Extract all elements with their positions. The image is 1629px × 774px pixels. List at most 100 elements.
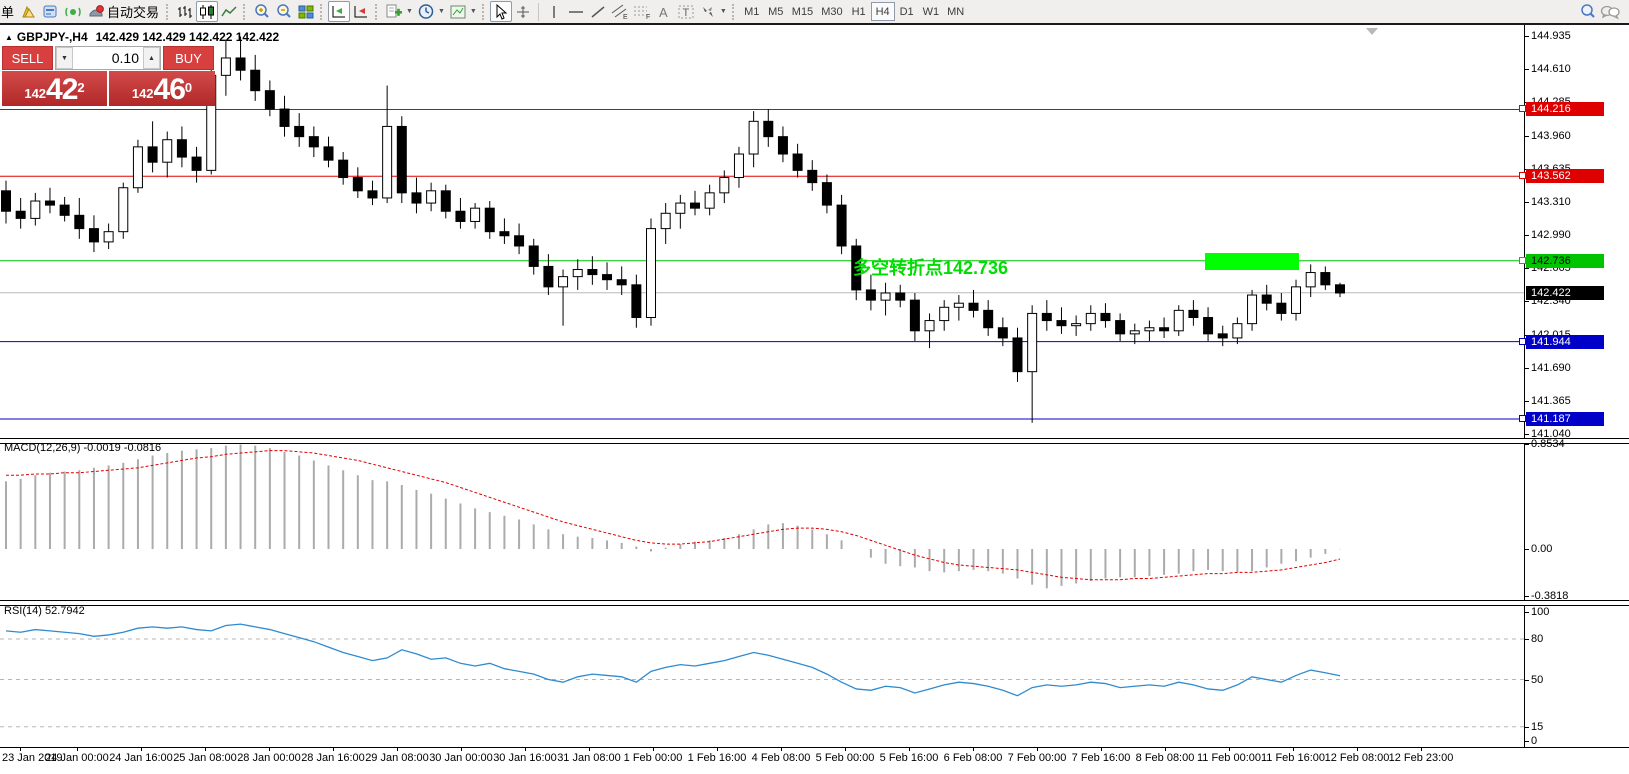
time-tick [333,747,334,751]
tile-windows-icon[interactable] [295,1,317,22]
badge-anchor [1519,256,1526,264]
templates-dropdown-arrow[interactable]: ▼ [469,8,477,15]
chat-icon[interactable] [1599,1,1621,22]
new-order-button[interactable]: 单 [1,5,15,20]
timeframe-button-h1[interactable]: H1 [851,5,866,18]
trendline-icon[interactable] [587,1,609,22]
time-label: 5 Feb 16:00 [879,752,939,764]
time-label: 12 Feb 08:00 [1324,752,1390,764]
fibonacci-icon[interactable]: F [631,1,653,22]
periods-icon[interactable] [415,1,437,22]
market-watch-icon[interactable] [18,1,40,22]
timeframe-button-mn[interactable]: MN [947,5,965,18]
buy-price-display[interactable]: 142 46 0 [109,71,215,106]
templates-icon[interactable] [447,1,469,22]
line-chart-icon[interactable] [218,1,240,22]
time-label: 31 Jan 08:00 [557,752,621,764]
signals-icon[interactable] [62,1,84,22]
time-tick [589,747,590,751]
time-label: 24 Jan 16:00 [109,752,173,764]
search-icon[interactable] [1577,1,1599,22]
time-tick [269,747,270,751]
rsi-scale-50: 50 [1531,673,1544,686]
crosshair-icon[interactable] [512,1,534,22]
zoom-in-icon[interactable] [251,1,273,22]
macd-panel-divider[interactable] [0,438,1629,444]
macd-scale-0.00: 0.00 [1531,543,1553,555]
scroll-position-marker [1366,28,1378,35]
time-label: 5 Feb 00:00 [815,752,875,764]
time-tick [717,747,718,751]
time-tick [205,747,206,751]
price-tick-144.935: 144.935 [1531,30,1571,42]
turning-point-annotation[interactable]: 多空转折点142.736 [853,258,1009,278]
volume-down-button[interactable]: ▼ [56,47,73,69]
price-badge-142.736: 142.736 [1526,253,1604,268]
vertical-line-icon[interactable] [543,1,565,22]
bar-chart-icon[interactable] [174,1,196,22]
indicators-dropdown-arrow[interactable]: ▼ [406,8,413,15]
green-highlight-box[interactable] [1205,252,1299,270]
sell-price-figure: 142 [24,86,47,101]
badge-anchor [1519,172,1526,180]
rsi-panel-divider[interactable] [0,600,1629,606]
time-label: 28 Jan 16:00 [301,752,365,764]
chart-shift-icon[interactable] [350,1,372,22]
zoom-out-icon[interactable] [273,1,295,22]
text-label-icon[interactable]: T [675,1,697,22]
badge-anchor [1519,337,1526,345]
price-badge-141.187: 141.187 [1526,411,1604,426]
cursor-icon[interactable] [489,1,512,22]
time-label: 4 Feb 08:00 [751,752,811,764]
chart-window: ▲ GBPJPY-,H4 142.429 142.429 142.422 142… [0,25,1629,774]
candlestick-chart-icon[interactable] [196,1,219,22]
horizontal-line-icon[interactable] [565,1,587,22]
auto-scroll-icon[interactable] [328,1,351,22]
data-window-icon[interactable] [40,1,62,22]
indicators-icon[interactable] [383,1,405,22]
timeframe-button-m5[interactable]: M5 [768,5,784,18]
time-label: 7 Feb 00:00 [1007,752,1067,764]
sell-price-display[interactable]: 142 42 2 [2,71,107,106]
svg-text:A: A [659,5,668,20]
price-badge-142.422: 142.422 [1526,285,1604,300]
timeframe-button-m15[interactable]: M15 [791,5,814,18]
time-tick [20,747,21,751]
buy-button[interactable]: BUY [163,46,214,70]
chart-canvas[interactable] [0,25,1524,747]
volume-up-button[interactable]: ▲ [143,47,160,69]
price-axis-border [1524,25,1525,747]
price-tick-142.990: 142.990 [1531,229,1571,241]
time-tick [1421,747,1422,751]
quick-trade-collapse-icon[interactable]: ▲ [5,32,13,42]
time-label: 11 Feb 00:00 [1196,752,1262,764]
time-tick [1293,747,1294,751]
price-badge-141.944: 141.944 [1526,334,1604,349]
arrows-dropdown-arrow[interactable]: ▼ [719,8,727,15]
time-label: 30 Jan 16:00 [493,752,557,764]
time-tick [973,747,974,751]
arrows-icon[interactable] [697,1,719,22]
timeframe-button-m30[interactable]: M30 [821,5,843,18]
price-badge-144.216: 144.216 [1526,102,1604,117]
time-label: 6 Feb 08:00 [943,752,1003,764]
rsi-label: RSI(14) 52.7942 [4,605,85,617]
time-label: 23 Jan 2019 [2,752,63,764]
time-label: 25 Jan 08:00 [173,752,237,764]
timeframe-button-w1[interactable]: W1 [922,5,940,18]
timeframe-bar: M1 M5 M15 M30 H1 H4 D1 W1 MN [740,2,968,21]
badge-anchor [1519,105,1526,113]
timeframe-button-h4[interactable]: H4 [870,2,895,21]
timeframe-button-d1[interactable]: D1 [899,5,914,18]
timeframe-button-m1[interactable]: M1 [744,5,760,18]
periods-dropdown-arrow[interactable]: ▼ [437,8,445,15]
autotrading-button[interactable]: 自动交易 [84,1,163,22]
time-label: 1 Feb 00:00 [623,752,683,764]
equidistant-channel-icon[interactable]: E [609,1,631,22]
text-icon[interactable]: A [653,1,675,22]
time-label: 1 Feb 16:00 [687,752,747,764]
volume-input[interactable]: 0.10 [111,50,139,66]
sell-button[interactable]: SELL [2,46,53,70]
badge-anchor [1519,414,1526,422]
